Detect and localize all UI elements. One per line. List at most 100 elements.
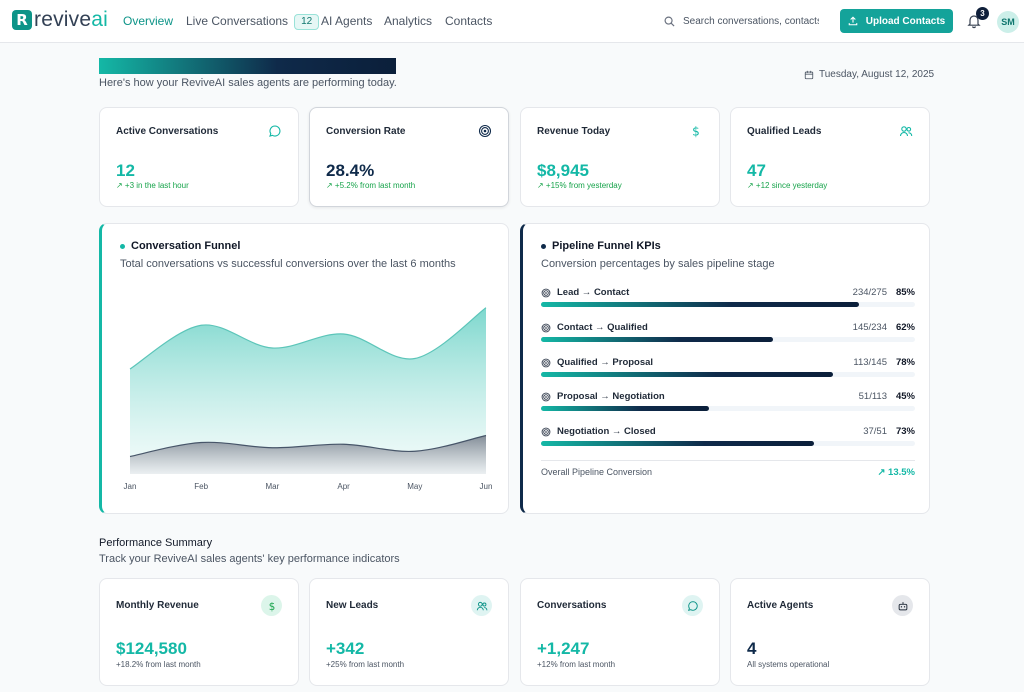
funnel-title-text: Conversation Funnel (131, 240, 241, 252)
logo-text-ai: ai (91, 8, 108, 31)
target-icon (541, 358, 551, 367)
dollar-icon: $ (268, 600, 275, 611)
kpi-progress-track (541, 337, 915, 342)
stat-value: $8,945 (537, 161, 589, 180)
summary-label: Active Agents (747, 600, 814, 611)
kpi-stage: Proposal → Negotiation (541, 391, 665, 402)
stat-card-qualified-leads: Qualified Leads 47 ↗ +12 since yesterday (730, 107, 930, 207)
kpi-percent: 73% (895, 426, 915, 437)
kpi-ratio: 51/113 (858, 391, 887, 402)
kpi-ratio: 145/234 (852, 322, 887, 333)
kpi-stage: Lead → Contact (541, 287, 629, 298)
bot-circle-icon (892, 595, 913, 616)
target-icon (541, 392, 551, 401)
kpi-ratio: 37/51 (863, 426, 887, 437)
x-tick-label: Jan (124, 482, 137, 491)
svg-text:$: $ (692, 125, 700, 139)
message-circle-icon (682, 595, 703, 616)
nav-contacts[interactable]: Contacts (445, 14, 493, 28)
svg-text:$: $ (268, 600, 275, 611)
kpi-title: Pipeline Funnel KPIs (541, 240, 661, 252)
summary-label: Conversations (537, 600, 607, 611)
kpi-stage: Contact → Qualified (541, 322, 648, 333)
user-avatar[interactable]: SM (997, 11, 1019, 33)
target-icon (541, 323, 551, 332)
kpi-progress-track (541, 302, 915, 307)
funnel-dot (120, 243, 125, 249)
x-tick-label: Mar (266, 482, 280, 491)
kpi-row: Qualified → Proposal 113/145 78% (541, 357, 915, 387)
summary-delta: +12% from last month (537, 660, 616, 669)
successful-conversions-line (129, 434, 487, 458)
kpi-subtitle: Conversion percentages by sales pipeline… (541, 258, 775, 270)
kpi-stage-name: Negotiation → Closed (557, 426, 656, 437)
target-icon (478, 124, 492, 138)
upload-contacts-button[interactable]: Upload Contacts (840, 9, 953, 33)
x-tick-label: Feb (194, 482, 208, 491)
funnel-title: Conversation Funnel (120, 240, 240, 252)
live-count-badge: 12 (294, 14, 320, 30)
nav-overview[interactable]: Overview (123, 14, 174, 28)
x-tick-label: May (407, 482, 422, 491)
stat-card-active-conversations: Active Conversations 12 ↗ +3 in the last… (99, 107, 299, 207)
summary-label: Monthly Revenue (116, 600, 199, 611)
nav-ai-agents[interactable]: AI Agents (321, 14, 373, 28)
kpi-dot (541, 243, 546, 249)
conversation-funnel-panel: Conversation Funnel Total conversations … (99, 223, 509, 514)
kpi-stage: Negotiation → Closed (541, 426, 656, 437)
stat-delta: ↗ +15% from yesterday (537, 181, 622, 190)
summary-title: Performance Summary (99, 537, 213, 549)
stat-delta: ↗ +5.2% from last month (326, 181, 416, 190)
kpi-stage-name: Proposal → Negotiation (557, 391, 665, 402)
stat-card-revenue-today: Revenue Today $ $8,945 ↗ +15% from yeste… (520, 107, 720, 207)
summary-subtitle: Track your ReviveAI sales agents' key pe… (99, 553, 400, 565)
kpi-row: Negotiation → Closed 37/51 73% (541, 426, 915, 456)
overall-value: ↗ 13.5% (877, 467, 915, 478)
summary-card-active-agents: Active Agents 4 All systems operational (730, 578, 930, 686)
stat-delta: ↗ +3 in the last hour (116, 181, 189, 190)
summary-value: $124,580 (116, 639, 187, 658)
nav-live-conversations-label: Live Conversations (186, 14, 289, 28)
stat-label: Conversion Rate (326, 126, 406, 137)
kpi-percent: 85% (895, 287, 915, 298)
kpi-stage-name: Qualified → Proposal (557, 357, 654, 368)
stat-label: Revenue Today (537, 126, 611, 137)
kpi-ratio: 113/145 (853, 357, 887, 368)
logo-text-revive: revive (34, 8, 92, 31)
dollar-icon: $ (692, 125, 700, 139)
stat-value: 28.4% (326, 161, 375, 180)
page-subtitle: Here's how your ReviveAI sales agents ar… (99, 77, 397, 89)
target-icon (541, 288, 551, 297)
funnel-area-chart: Jan Feb Mar Apr May Jun (124, 307, 492, 491)
summary-value: +1,247 (537, 639, 590, 658)
summary-card-monthly-revenue: Monthly Revenue $ $124,580 +18.2% from l… (99, 578, 299, 686)
summary-delta: +18.2% from last month (116, 660, 201, 669)
kpi-percent: 78% (895, 357, 915, 368)
summary-value: +342 (326, 639, 365, 658)
nav-analytics[interactable]: Analytics (384, 14, 433, 28)
x-tick-label: Apr (337, 482, 350, 491)
message-icon (687, 600, 698, 611)
stat-card-conversion-rate: Conversion Rate 28.4% ↗ +5.2% from last … (309, 107, 509, 207)
nav-live-conversations[interactable]: Live Conversations 12 (186, 14, 320, 30)
kpi-progress-fill (541, 372, 833, 377)
kpi-row: Proposal → Negotiation 51/113 45% (541, 391, 915, 421)
users-circle-icon (471, 595, 492, 616)
kpi-row: Lead → Contact 234/275 85% (541, 287, 915, 317)
brand-logo[interactable]: R reviveai (12, 8, 108, 31)
users-icon (476, 601, 487, 610)
top-navbar: R reviveai Overview Live Conversations 12… (0, 0, 1024, 43)
stat-label: Qualified Leads (747, 126, 822, 137)
search-box (664, 12, 824, 30)
summary-card-conversations: Conversations +1,247 +12% from last mont… (520, 578, 720, 686)
summary-delta: +25% from last month (326, 660, 405, 669)
overall-label: Overall Pipeline Conversion (541, 467, 653, 477)
search-input[interactable] (683, 15, 819, 27)
upload-contacts-label: Upload Contacts (865, 15, 946, 27)
kpi-progress-track (541, 441, 915, 446)
funnel-subtitle: Total conversations vs successful conver… (120, 258, 456, 270)
search-icon (664, 16, 675, 27)
kpi-progress-fill (541, 302, 859, 307)
summary-delta: All systems operational (747, 660, 830, 669)
kpi-title-text: Pipeline Funnel KPIs (552, 240, 661, 252)
